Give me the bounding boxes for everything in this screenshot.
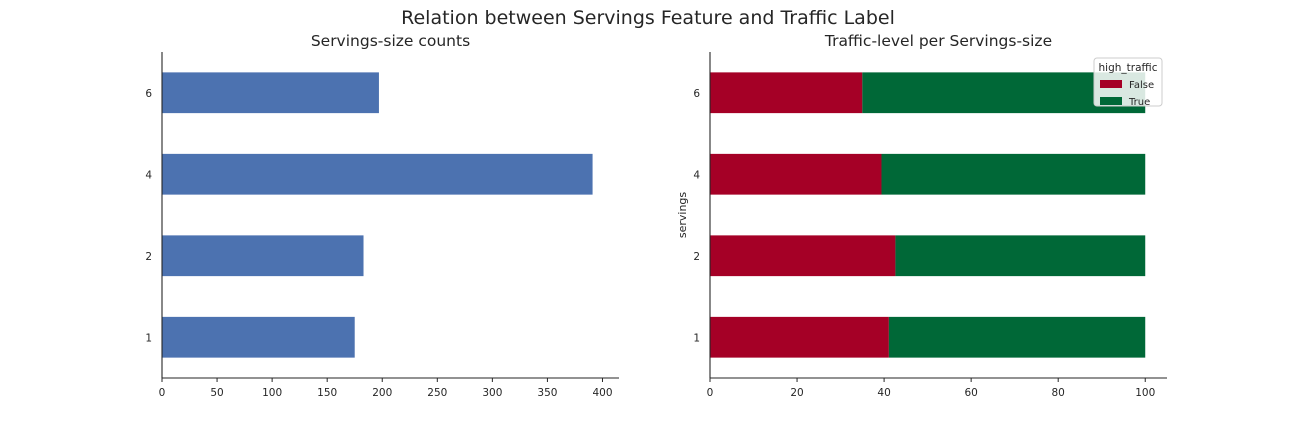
bar-true-servings-2 xyxy=(895,235,1146,277)
bar-servings-4 xyxy=(162,153,593,195)
legend-label-false: False xyxy=(1129,80,1154,91)
x-tick-label: 150 xyxy=(317,387,337,399)
x-tick-label: 0 xyxy=(159,387,166,399)
legend-title: high_traffic xyxy=(1099,62,1158,74)
x-tick-label: 400 xyxy=(592,387,612,399)
legend: high_traffic False True xyxy=(1093,57,1163,108)
x-tick-label: 40 xyxy=(877,387,890,399)
legend-box xyxy=(1093,57,1163,107)
y-tick-label: 4 xyxy=(693,169,700,181)
bar-false-servings-4 xyxy=(710,153,882,195)
bar-servings-2 xyxy=(162,235,364,277)
y-tick-label: 2 xyxy=(693,251,700,263)
chart-title: Traffic-level per Servings-size xyxy=(824,32,1052,50)
bar-true-servings-4 xyxy=(881,153,1146,195)
legend-swatch-true xyxy=(1100,97,1122,105)
x-tick-label: 100 xyxy=(1135,387,1155,399)
x-tick-label: 50 xyxy=(210,387,223,399)
legend-swatch-false xyxy=(1100,80,1122,88)
y-tick-label: 1 xyxy=(145,332,152,344)
chart-traffic-per-servings: Traffic-level per Servings-size 0 20 40 60 80… xyxy=(676,32,1167,399)
bar-true-servings-1 xyxy=(888,316,1146,358)
bar-false-servings-2 xyxy=(710,235,896,277)
x-tick-label: 0 xyxy=(707,387,714,399)
y-tick-label: 6 xyxy=(145,88,152,100)
y-tick-label: 1 xyxy=(693,332,700,344)
chart-servings-counts: Servings-size counts 0 50 100 150 200 250 300 35… xyxy=(145,32,619,399)
x-tick-label: 250 xyxy=(427,387,447,399)
x-tick-label: 80 xyxy=(1052,387,1065,399)
bar-false-servings-1 xyxy=(710,316,889,358)
y-tick-label: 4 xyxy=(145,169,152,181)
y-tick-label: 6 xyxy=(693,88,700,100)
legend-label-true: True xyxy=(1128,97,1150,108)
x-tick-label: 100 xyxy=(262,387,282,399)
bar-false-servings-6 xyxy=(710,72,863,114)
y-axis-label: servings xyxy=(676,192,689,239)
x-tick-label: 20 xyxy=(790,387,803,399)
figure-suptitle: Relation between Servings Feature and Tr… xyxy=(401,7,895,29)
x-tick-label: 350 xyxy=(537,387,557,399)
bar-servings-1 xyxy=(162,316,355,358)
bar-servings-6 xyxy=(162,72,379,114)
x-tick-label: 300 xyxy=(482,387,502,399)
x-tick-label: 60 xyxy=(964,387,977,399)
chart-title: Servings-size counts xyxy=(311,32,470,50)
x-tick-label: 200 xyxy=(372,387,392,399)
y-tick-label: 2 xyxy=(145,251,152,263)
